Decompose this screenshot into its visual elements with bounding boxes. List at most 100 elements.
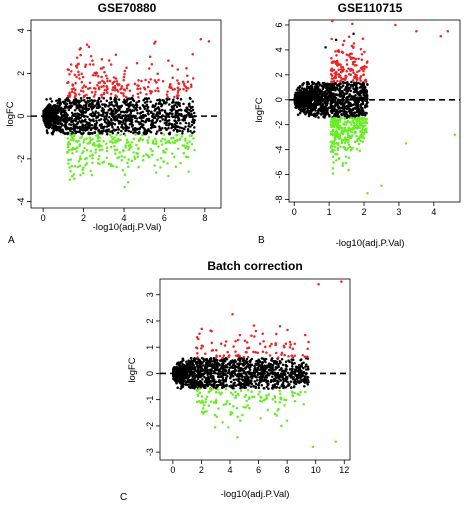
panel-b-point-ns bbox=[316, 100, 319, 104]
panel-b-point-ns bbox=[331, 109, 335, 112]
panel-b-point-ns bbox=[361, 108, 364, 111]
panel-a-point-up bbox=[115, 80, 119, 83]
panel-a-point-ns bbox=[101, 103, 104, 106]
panel-b-point-up bbox=[345, 53, 348, 56]
panel-a-point-down bbox=[98, 143, 101, 146]
panel-a-point-ns bbox=[139, 107, 142, 110]
panel-b-point-ns bbox=[295, 91, 299, 95]
panel-b-point-ns bbox=[309, 109, 312, 112]
panel-a-point-up bbox=[114, 94, 117, 97]
panel-a-point-ns bbox=[95, 121, 99, 125]
panel-b-point-ns bbox=[344, 86, 348, 89]
panel-b-point-ns bbox=[317, 108, 320, 111]
panel-a-point-up bbox=[190, 85, 193, 89]
panel-a-point-ns bbox=[185, 110, 189, 113]
panel-a-point-up bbox=[68, 92, 71, 95]
panel-b-point-ns bbox=[328, 90, 331, 94]
panel-a-point-down bbox=[159, 157, 163, 160]
panel-a-point-up bbox=[88, 63, 92, 66]
panel-a-point-ns bbox=[178, 118, 181, 122]
panel-c-point-ns bbox=[241, 379, 245, 382]
panel-b-point-down bbox=[358, 136, 361, 139]
panel-a-point-down bbox=[78, 164, 82, 168]
panel-b-point-ns bbox=[346, 106, 350, 110]
panel-a-point-ns bbox=[157, 116, 160, 119]
panel-b-point-ns bbox=[302, 111, 306, 114]
panel-b-point-ns bbox=[300, 87, 304, 90]
panel-a-point-ns bbox=[103, 125, 106, 128]
panel-a-point-ns bbox=[167, 122, 171, 125]
panel-a-point-ns bbox=[172, 129, 175, 132]
panel-a-point-up bbox=[119, 87, 122, 91]
panel-a-point-up bbox=[73, 96, 77, 99]
panel-b-point-up bbox=[342, 39, 346, 43]
panel-b-point-up bbox=[344, 76, 347, 79]
panel-a-point-ns bbox=[76, 104, 80, 107]
panel-a-point-ns bbox=[147, 97, 151, 100]
panel-b-point-up bbox=[363, 50, 366, 54]
panel-a-point-up bbox=[106, 77, 109, 80]
panel-a-point-up bbox=[66, 68, 70, 71]
panel-a-point-ns bbox=[174, 101, 178, 105]
panel-a-point-ns bbox=[105, 130, 109, 134]
panel-a-point-ns bbox=[160, 131, 163, 135]
panel-b-point-up bbox=[394, 23, 397, 27]
panel-a-point-down bbox=[82, 150, 85, 153]
panel-a-point-ns bbox=[174, 127, 177, 131]
panel-b-point-ns bbox=[365, 95, 369, 98]
panel-a-point-ns bbox=[50, 127, 54, 130]
panel-a-point-up bbox=[127, 83, 130, 86]
panel-a-point-down bbox=[152, 142, 156, 145]
panel-a-point-ns bbox=[67, 127, 71, 131]
panel-a-point-down bbox=[127, 158, 130, 161]
panel-b-point-down bbox=[335, 126, 339, 129]
panel-b-series-up bbox=[329, 19, 450, 84]
panel-a-point-down bbox=[137, 147, 140, 150]
panel-b-point-down bbox=[343, 141, 347, 145]
panel-a-point-down bbox=[82, 166, 85, 169]
panel-a-point-up bbox=[109, 92, 113, 96]
panel-a-point-down bbox=[121, 169, 125, 172]
panel-a-point-ns bbox=[71, 130, 74, 134]
panel-a-point-ns bbox=[105, 125, 109, 128]
panel-b-point-down bbox=[350, 123, 353, 126]
panel-a-point-ns bbox=[109, 97, 113, 101]
panel-b-point-up bbox=[335, 54, 338, 57]
panel-b-point-ns bbox=[311, 82, 314, 86]
panel-b-point-ns bbox=[302, 81, 305, 85]
panel-a-point-ns bbox=[189, 109, 193, 113]
panel-a-point-ns bbox=[156, 112, 160, 115]
panel-a-point-ns bbox=[175, 105, 179, 109]
panel-a-point-down bbox=[67, 162, 70, 165]
panel-b-point-ns bbox=[339, 82, 342, 86]
panel-a-point-ns bbox=[73, 109, 77, 112]
panel-a-point-down bbox=[71, 148, 74, 151]
panel-b-point-down bbox=[361, 140, 365, 143]
panel-c-point-ns bbox=[281, 363, 285, 367]
panel-b-point-ns bbox=[331, 87, 334, 90]
panel-b-point-ns bbox=[356, 107, 360, 110]
panel-a-point-ns bbox=[144, 121, 147, 124]
panel-a-point-ns bbox=[84, 103, 87, 107]
panel-b-point-down bbox=[351, 127, 355, 130]
panel-a-point-ns bbox=[64, 98, 67, 102]
panel-a-point-ns bbox=[44, 113, 47, 116]
panel-a-point-down bbox=[137, 165, 140, 169]
panel-b-point-down bbox=[338, 137, 341, 141]
panel-a-point-down bbox=[141, 134, 144, 137]
panel-a-point-ns bbox=[167, 119, 171, 122]
panel-a-point-ns bbox=[190, 123, 194, 127]
panel-a-point-up bbox=[185, 66, 188, 70]
panel-a-point-ns bbox=[93, 130, 96, 134]
panel-b-point-ns bbox=[323, 91, 326, 94]
panel-a-point-ns bbox=[133, 126, 137, 130]
panel-a-point-down bbox=[162, 160, 165, 163]
panel-a-point-down bbox=[88, 154, 92, 158]
panel-a-point-down bbox=[126, 181, 130, 184]
panel-a-point-ns bbox=[63, 119, 67, 122]
panel-a-point-ns bbox=[180, 126, 183, 130]
panel-a-point-ns bbox=[98, 124, 102, 127]
